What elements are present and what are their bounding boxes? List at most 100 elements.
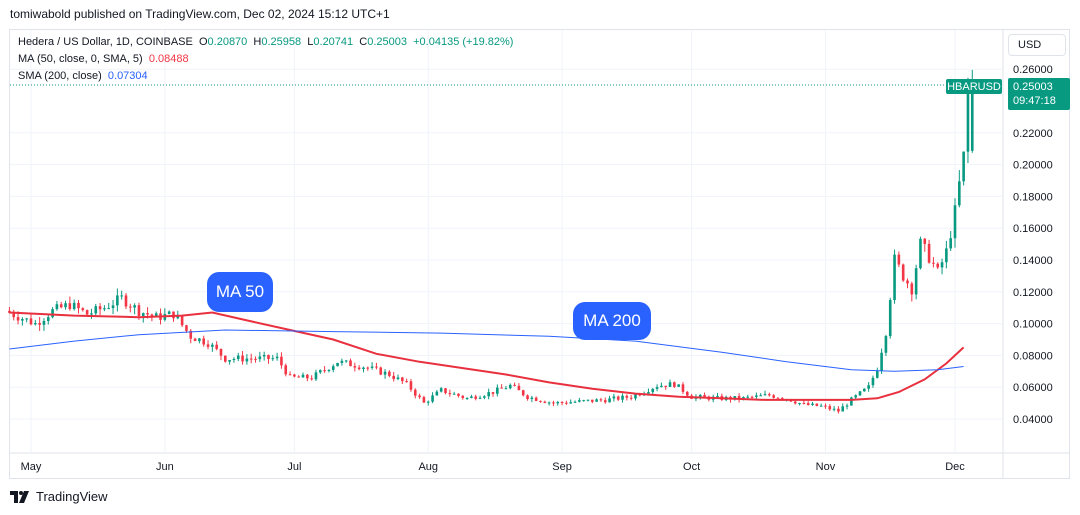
candle[interactable]	[845, 405, 849, 407]
candle[interactable]	[418, 395, 421, 398]
candle[interactable]	[647, 392, 650, 394]
candle[interactable]	[202, 338, 206, 345]
candle[interactable]	[288, 374, 292, 376]
candle[interactable]	[167, 311, 171, 315]
candle[interactable]	[318, 370, 322, 373]
candle[interactable]	[116, 295, 119, 306]
candle[interactable]	[858, 391, 862, 396]
candle[interactable]	[698, 394, 702, 397]
candle[interactable]	[349, 360, 352, 367]
candle[interactable]	[798, 403, 801, 405]
candle[interactable]	[970, 85, 974, 151]
candle[interactable]	[526, 395, 529, 400]
candle[interactable]	[517, 385, 521, 391]
candle[interactable]	[759, 395, 763, 397]
candle[interactable]	[755, 395, 758, 397]
candle[interactable]	[793, 401, 797, 404]
candle[interactable]	[103, 308, 106, 310]
candle[interactable]	[228, 360, 231, 362]
candle[interactable]	[776, 397, 780, 399]
ma50-line[interactable]	[9, 311, 965, 401]
candle[interactable]	[120, 295, 123, 297]
candle[interactable]	[837, 408, 840, 412]
candle[interactable]	[513, 384, 516, 386]
candle[interactable]	[888, 300, 892, 337]
candle[interactable]	[737, 396, 741, 400]
candle[interactable]	[422, 397, 426, 403]
candle[interactable]	[832, 408, 836, 410]
candle[interactable]	[370, 366, 374, 368]
candle[interactable]	[375, 366, 378, 368]
candle[interactable]	[379, 367, 383, 375]
candle[interactable]	[314, 372, 318, 380]
candle[interactable]	[919, 238, 922, 269]
candle[interactable]	[940, 262, 944, 268]
candle[interactable]	[815, 403, 819, 406]
candle[interactable]	[107, 308, 111, 310]
candle[interactable]	[98, 306, 102, 310]
candle[interactable]	[962, 151, 965, 182]
candle[interactable]	[491, 392, 495, 394]
candle[interactable]	[651, 388, 655, 393]
candle[interactable]	[111, 305, 115, 309]
candle[interactable]	[534, 397, 538, 401]
candle[interactable]	[487, 392, 490, 397]
candle[interactable]	[245, 358, 249, 362]
candle[interactable]	[189, 330, 193, 339]
sma200-line[interactable]	[9, 329, 964, 372]
candle[interactable]	[543, 401, 547, 403]
candle[interactable]	[413, 389, 417, 396]
candle[interactable]	[465, 397, 469, 399]
candle[interactable]	[327, 369, 331, 371]
candle[interactable]	[219, 348, 223, 356]
candle[interactable]	[215, 344, 218, 349]
candle[interactable]	[409, 381, 413, 390]
candle[interactable]	[297, 376, 301, 378]
candle[interactable]	[25, 318, 28, 320]
annotation-ma200[interactable]: MA 200	[573, 302, 651, 340]
candle[interactable]	[90, 313, 93, 315]
candle[interactable]	[64, 303, 67, 308]
candle[interactable]	[521, 390, 525, 396]
candle[interactable]	[953, 205, 957, 239]
candle[interactable]	[383, 371, 387, 375]
legend-symbol[interactable]: Hedera / US Dollar, 1D, COINBASE	[18, 36, 193, 48]
candle[interactable]	[599, 399, 603, 401]
candle[interactable]	[280, 356, 283, 366]
candle[interactable]	[223, 355, 227, 362]
candle[interactable]	[8, 310, 11, 313]
candle[interactable]	[232, 359, 236, 361]
candle[interactable]	[236, 355, 240, 360]
candle[interactable]	[508, 384, 512, 389]
candle[interactable]	[396, 377, 400, 380]
candle[interactable]	[608, 398, 611, 403]
candle[interactable]	[439, 388, 443, 392]
candle[interactable]	[275, 356, 279, 359]
candle[interactable]	[603, 400, 607, 403]
candle[interactable]	[336, 362, 339, 367]
candle[interactable]	[29, 318, 33, 325]
candle[interactable]	[802, 403, 806, 405]
candle[interactable]	[850, 397, 853, 406]
candle[interactable]	[530, 397, 534, 400]
candle[interactable]	[388, 371, 391, 376]
candle[interactable]	[478, 397, 482, 399]
candle[interactable]	[621, 395, 624, 400]
candle[interactable]	[871, 377, 875, 386]
candle[interactable]	[556, 402, 560, 404]
candle[interactable]	[746, 396, 750, 398]
candle[interactable]	[893, 254, 896, 301]
candle[interactable]	[310, 378, 313, 380]
candle[interactable]	[401, 377, 404, 382]
candle[interactable]	[578, 400, 581, 402]
legend-ma50[interactable]: MA (50, close, 0, SMA, 5) 0.08488	[18, 53, 189, 65]
candle[interactable]	[271, 358, 275, 360]
candle[interactable]	[392, 375, 395, 380]
candle[interactable]	[357, 367, 361, 370]
candle[interactable]	[470, 396, 473, 398]
candle[interactable]	[34, 323, 37, 325]
candle[interactable]	[901, 264, 905, 281]
candle[interactable]	[582, 400, 585, 402]
candle[interactable]	[906, 280, 909, 284]
